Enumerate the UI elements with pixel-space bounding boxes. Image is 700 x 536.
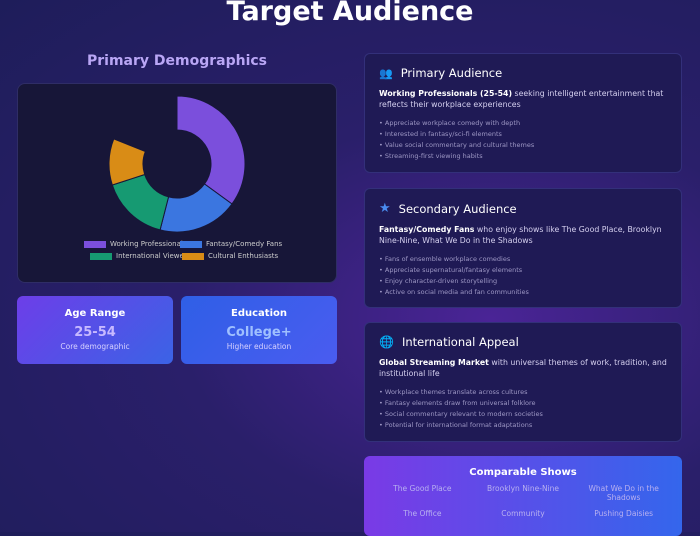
legend-item[interactable]: International Viewers: [90, 252, 190, 260]
list-item: • Appreciate workplace comedy with depth: [379, 119, 521, 127]
card-description: Working Professionals (25-54) seeking in…: [379, 88, 667, 110]
show-item: Community: [501, 509, 545, 518]
page-title: Target Audience: [226, 0, 474, 27]
list-item: • Value social commentary and cultural t…: [379, 141, 535, 149]
secondary-audience-card: ★ Secondary Audience Fantasy/Comedy Fans …: [364, 188, 682, 308]
legend-swatch: [182, 252, 204, 260]
legend-item[interactable]: Fantasy/Comedy Fans: [180, 240, 282, 248]
card-highlight: Global Streaming Market: [379, 358, 489, 367]
list-item: • Appreciate supernatural/fantasy elemen…: [379, 266, 523, 274]
show-item: What We Do in the Shadows: [588, 484, 659, 502]
card-text: who enjoy shows like The Good Place, Bro…: [379, 225, 662, 245]
list-item: • Active on social media and fan communi…: [379, 288, 529, 296]
card-text: with universal themes of work, tradition…: [379, 358, 667, 378]
stat-value: College+: [226, 325, 292, 340]
list-item: • Streaming-first viewing habits: [379, 152, 483, 160]
legend-item[interactable]: Working Professionals: [84, 240, 187, 248]
legend-label: International Viewers: [116, 252, 191, 260]
comparable-shows-card: Comparable Shows The Good Place Brooklyn…: [364, 456, 682, 536]
list-item: • Fantasy elements draw from universal f…: [379, 399, 536, 407]
stat-value: 25-54: [74, 325, 116, 340]
show-item: Pushing Daisies: [594, 509, 654, 518]
stat-label: Core demographic: [60, 342, 130, 351]
list-item: • Enjoy character-driven storytelling: [379, 277, 498, 285]
education-card: Education College+ Higher education: [181, 296, 337, 364]
card-highlight: Fantasy/Comedy Fans: [379, 225, 475, 234]
demographics-chart: Working Professionals Fantasy/Comedy Fan…: [17, 83, 337, 283]
star-icon: ★: [379, 201, 391, 216]
users-icon: 👥: [379, 66, 393, 80]
donut-slice-international-viewers[interactable]: [111, 173, 170, 231]
legend-label: Working Professionals: [110, 240, 187, 248]
list-item: • Social commentary relevant to modern s…: [379, 410, 543, 418]
show-item: Brooklyn Nine-Nine: [486, 484, 560, 493]
list-item: • Potential for international format ada…: [379, 421, 533, 429]
comparable-title: Comparable Shows: [469, 467, 577, 478]
card-title: Primary Audience: [400, 66, 503, 80]
demographics-heading: Primary Demographics: [86, 53, 268, 69]
donut-chart: [108, 95, 246, 233]
card-text: seeking intelligent entertainment that r…: [379, 89, 664, 109]
legend-swatch: [84, 240, 106, 248]
legend-swatch: [90, 252, 112, 260]
legend-item[interactable]: Cultural Enthusiasts: [182, 252, 278, 260]
stat-title: Education: [231, 308, 287, 319]
legend-label: Fantasy/Comedy Fans: [206, 240, 283, 248]
stat-label: Higher education: [226, 342, 292, 351]
show-item: The Office: [403, 509, 442, 518]
stat-title: Age Range: [64, 308, 126, 319]
donut-slice-working-professionals[interactable]: [176, 95, 246, 205]
show-item: The Good Place: [393, 484, 452, 493]
list-item: • Fans of ensemble workplace comedies: [379, 255, 511, 263]
international-appeal-card: 🌐 International Appeal Global Streaming M…: [364, 322, 682, 442]
globe-icon: 🌐: [379, 335, 394, 349]
legend-swatch: [180, 240, 202, 248]
legend-label: Cultural Enthusiasts: [208, 252, 279, 260]
card-title: International Appeal: [401, 335, 519, 349]
card-description: Fantasy/Comedy Fans who enjoy shows like…: [379, 224, 667, 246]
card-highlight: Working Professionals (25-54): [379, 89, 513, 98]
list-item: • Interested in fantasy/sci-fi elements: [379, 130, 502, 138]
list-item: • Workplace themes translate across cult…: [379, 388, 528, 396]
card-description: Global Streaming Market with universal t…: [379, 357, 667, 379]
card-title: Secondary Audience: [398, 201, 517, 216]
donut-slice-cultural-enthusiasts[interactable]: [108, 138, 147, 186]
primary-audience-card: 👥 Primary Audience Working Professionals …: [364, 53, 682, 173]
age-range-card: Age Range 25-54 Core demographic: [17, 296, 173, 364]
